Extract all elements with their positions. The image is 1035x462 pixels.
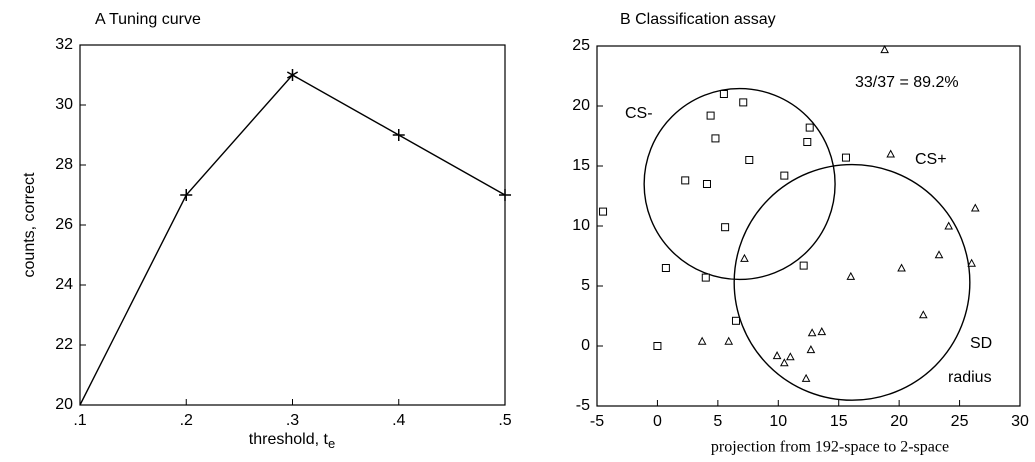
triangle-point	[801, 373, 811, 382]
triangle-point	[944, 221, 954, 230]
x-axis-label: threshold, te	[249, 431, 335, 451]
x-tick-label: .3	[286, 412, 299, 429]
x-tick-label: 20	[890, 413, 908, 430]
sd-circle	[643, 87, 836, 281]
triangle-point	[967, 258, 976, 267]
x-axis-label-text: threshold, t	[249, 431, 329, 448]
annotation: CS-	[625, 105, 653, 122]
x-axis-label: projection from 192-space to 2-space	[711, 439, 949, 456]
y-tick-label: 5	[581, 277, 590, 294]
square-point	[805, 123, 814, 132]
triangle-point	[934, 250, 944, 259]
chart-title: A Tuning curve	[95, 11, 201, 28]
square-point	[702, 180, 711, 188]
marker	[499, 189, 511, 201]
triangle-point	[918, 310, 928, 319]
x-tick-label: 10	[769, 413, 787, 430]
triangle-point	[897, 263, 906, 272]
square-point	[661, 264, 670, 272]
y-tick-label: 22	[55, 336, 73, 353]
x-tick-label: 25	[951, 413, 969, 430]
line	[79, 74, 506, 406]
sd-circle	[733, 163, 971, 401]
square-point	[799, 261, 808, 270]
x-axis-label-subscript: e	[328, 436, 335, 451]
square-point	[841, 153, 850, 162]
x-tick-label: .5	[498, 412, 511, 429]
square-point	[803, 138, 812, 146]
y-tick-label: 20	[572, 97, 590, 114]
annotation: radius	[948, 369, 992, 386]
marker	[180, 189, 193, 201]
y-tick-label: 32	[55, 36, 73, 53]
y-tick-label: 25	[572, 37, 590, 54]
chart-title: B Classification assay	[620, 11, 776, 28]
x-tick-label: 5	[713, 413, 722, 430]
square-point	[780, 171, 789, 180]
y-tick-label: 28	[55, 156, 73, 173]
square-point	[745, 156, 754, 164]
triangle-point	[806, 345, 816, 354]
square-point	[706, 111, 715, 120]
triangle-point	[817, 327, 827, 336]
square-point	[681, 176, 690, 185]
square-point	[731, 316, 740, 325]
marker	[392, 129, 405, 141]
plot-frame	[79, 44, 506, 406]
triangle-point	[772, 351, 782, 360]
triangle-point	[779, 358, 789, 367]
triangle-point	[786, 352, 795, 361]
x-tick-label: 15	[830, 413, 848, 430]
triangle-point	[697, 336, 707, 345]
triangle-point	[724, 336, 734, 345]
x-tick-label: -5	[590, 413, 604, 430]
square-point	[701, 273, 710, 282]
square-point	[711, 134, 720, 143]
square-point	[653, 342, 662, 350]
y-tick-label: 26	[55, 216, 73, 233]
y-tick-label: 20	[55, 396, 73, 413]
annotation: SD	[970, 335, 992, 352]
annotation: CS+	[915, 151, 947, 168]
x-tick-label: .4	[392, 412, 405, 429]
y-tick-label: -5	[576, 397, 590, 414]
y-tick-label: 15	[572, 157, 590, 174]
marker	[286, 69, 299, 81]
triangle-point	[880, 45, 889, 54]
y-axis-label: counts, correct	[21, 172, 38, 277]
triangle-point	[886, 149, 896, 158]
triangle-point	[807, 328, 817, 337]
triangle-point	[740, 253, 749, 262]
x-tick-label: 30	[1011, 413, 1029, 430]
square-point	[739, 98, 748, 107]
square-point	[599, 207, 608, 216]
y-tick-label: 10	[572, 217, 590, 234]
y-tick-label: 30	[55, 96, 73, 113]
y-tick-label: 24	[55, 276, 73, 293]
annotation: 33/37 = 89.2%	[855, 74, 959, 91]
x-tick-label: .1	[73, 412, 86, 429]
square-point	[719, 90, 728, 98]
triangle-point	[846, 271, 856, 280]
x-tick-label: 0	[653, 413, 662, 430]
triangle-point	[970, 203, 980, 212]
square-point	[721, 223, 730, 232]
x-tick-label: .2	[180, 412, 193, 429]
y-tick-label: 0	[581, 337, 590, 354]
